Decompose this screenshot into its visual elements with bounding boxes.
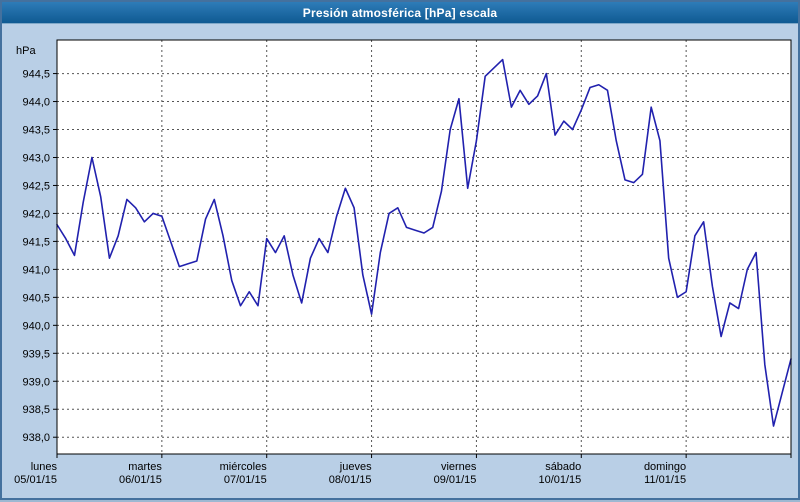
svg-text:lunes: lunes — [31, 461, 58, 473]
chart-area: 944,5 944,0 943,5 943,0 942,5 942,0 941,5 941,0… — [2, 24, 798, 497]
svg-text:hPa: hPa — [16, 45, 36, 57]
svg-text:domingo: domingo — [644, 461, 686, 473]
svg-text:941,5: 941,5 — [22, 236, 50, 248]
svg-text:944,5: 944,5 — [22, 69, 50, 81]
svg-text:938,5: 938,5 — [22, 404, 50, 416]
svg-text:943,0: 943,0 — [22, 152, 50, 164]
svg-text:941,0: 941,0 — [22, 264, 50, 276]
svg-text:940,0: 940,0 — [22, 320, 50, 332]
svg-text:11/01/15: 11/01/15 — [644, 474, 686, 486]
title-bar: Presión atmosférica [hPa] escala — [2, 2, 798, 24]
svg-text:jueves: jueves — [339, 461, 372, 473]
svg-text:943,5: 943,5 — [22, 125, 50, 137]
chart-title: Presión atmosférica [hPa] escala — [302, 5, 498, 20]
pressure-line-chart: 944,5 944,0 943,5 943,0 942,5 942,0 941,5 941,0… — [14, 39, 792, 486]
svg-text:07/01/15: 07/01/15 — [224, 474, 267, 486]
svg-text:942,0: 942,0 — [22, 208, 50, 220]
svg-text:sábado: sábado — [545, 461, 581, 473]
svg-text:10/01/15: 10/01/15 — [538, 474, 581, 486]
svg-text:miércoles: miércoles — [220, 461, 268, 473]
svg-text:944,0: 944,0 — [22, 97, 50, 109]
svg-text:09/01/15: 09/01/15 — [434, 474, 477, 486]
svg-text:939,0: 939,0 — [22, 376, 50, 388]
svg-text:martes: martes — [128, 461, 162, 473]
svg-text:942,5: 942,5 — [22, 180, 50, 192]
svg-text:08/01/15: 08/01/15 — [329, 474, 372, 486]
svg-text:939,5: 939,5 — [22, 348, 50, 360]
svg-text:05/01/15: 05/01/15 — [14, 474, 57, 486]
svg-text:viernes: viernes — [441, 461, 477, 473]
svg-text:940,5: 940,5 — [22, 292, 50, 304]
svg-text:938,0: 938,0 — [22, 432, 50, 444]
svg-text:06/01/15: 06/01/15 — [119, 474, 162, 486]
